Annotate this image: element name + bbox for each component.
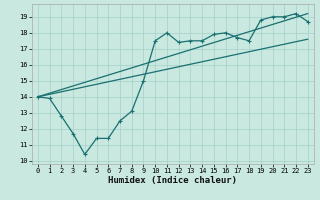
X-axis label: Humidex (Indice chaleur): Humidex (Indice chaleur) bbox=[108, 176, 237, 185]
